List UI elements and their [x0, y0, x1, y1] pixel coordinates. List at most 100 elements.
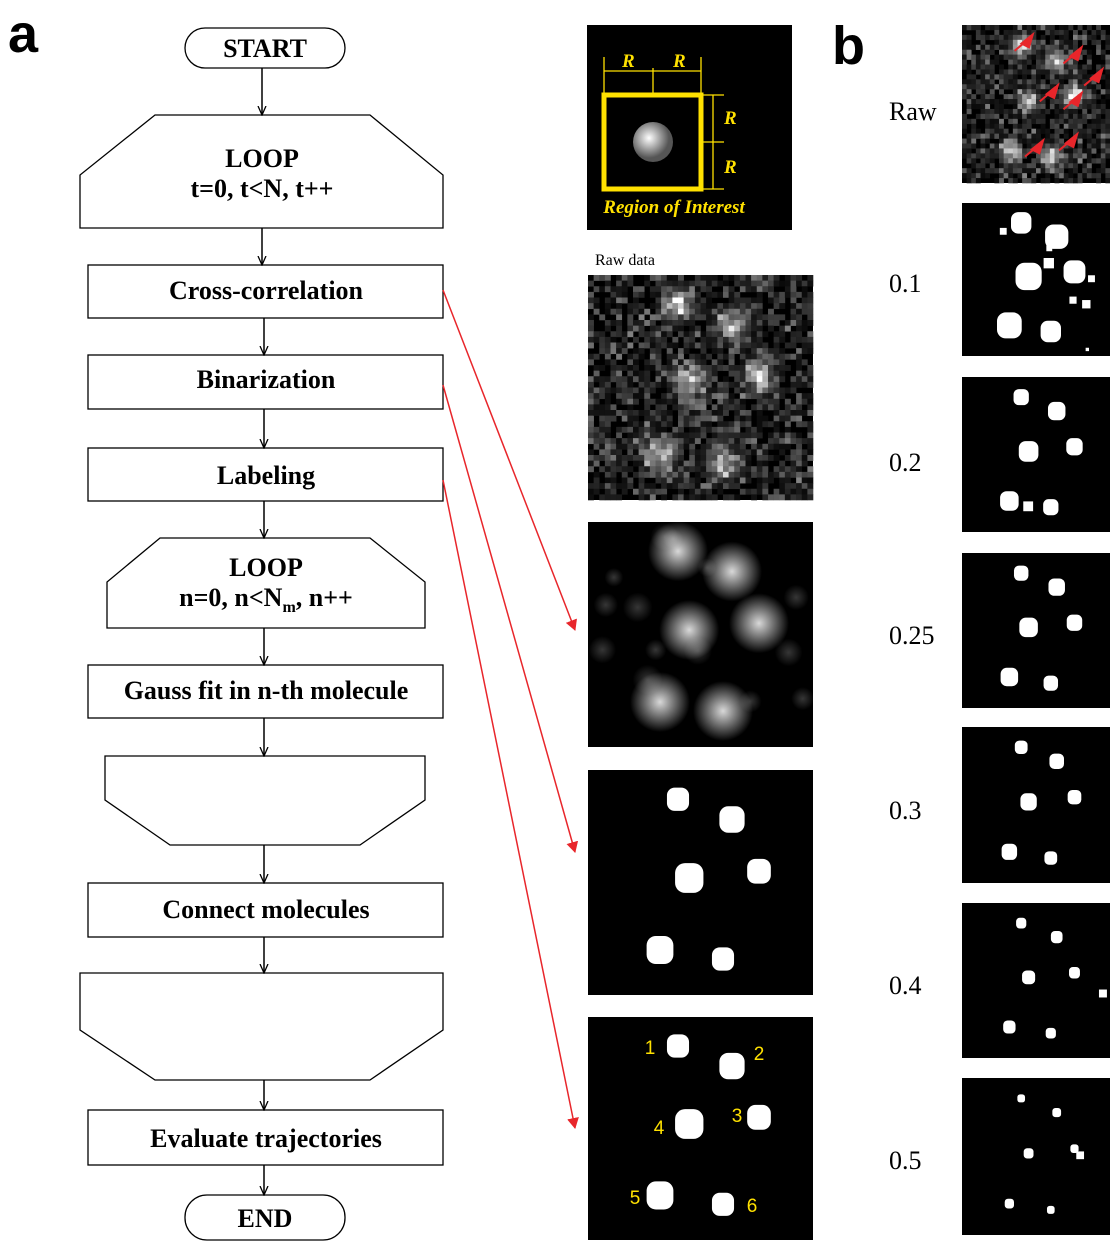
noise-pixel — [1022, 109, 1027, 114]
noise-pixel — [1092, 89, 1097, 94]
noise-pixel — [633, 326, 639, 332]
noise-pixel — [1073, 158, 1078, 163]
noise-pixel — [791, 416, 797, 422]
noise-pixel — [762, 314, 768, 320]
noise-pixel — [616, 320, 622, 326]
noise-pixel — [1036, 45, 1041, 50]
noise-pixel — [791, 281, 797, 287]
noise-pixel — [678, 331, 684, 337]
noise-pixel — [967, 84, 972, 89]
noise-pixel — [1105, 45, 1110, 50]
noise-pixel — [684, 371, 690, 377]
noise-pixel — [684, 382, 690, 388]
noise-pixel — [1013, 109, 1018, 114]
noise-pixel — [746, 416, 752, 422]
noise-pixel — [1073, 35, 1078, 40]
noise-pixel — [999, 173, 1004, 178]
noise-pixel — [802, 483, 808, 489]
blob — [1014, 389, 1029, 405]
noise-pixel — [650, 359, 656, 365]
blob — [1020, 793, 1036, 810]
noise-pixel — [1055, 40, 1060, 45]
noise-pixel — [779, 410, 785, 416]
noise-pixel — [774, 320, 780, 326]
image-background — [962, 1078, 1110, 1235]
noise-pixel — [774, 399, 780, 405]
noise-pixel — [622, 438, 628, 444]
noise-pixel — [723, 466, 729, 472]
noise-pixel — [667, 472, 673, 478]
noise-pixel — [967, 104, 972, 109]
noise-pixel — [971, 158, 976, 163]
noise-pixel — [667, 410, 673, 416]
noise-pixel — [1041, 109, 1046, 114]
noise-pixel — [751, 348, 757, 354]
noise-pixel — [729, 393, 735, 399]
noise-pixel — [1041, 104, 1046, 109]
noise-pixel — [985, 134, 990, 139]
noise-pixel — [1092, 173, 1097, 178]
noise-pixel — [1073, 40, 1078, 45]
noise-pixel — [1045, 60, 1050, 65]
noise-pixel — [1101, 109, 1106, 114]
noise-pixel — [1059, 94, 1064, 99]
noise-pixel — [661, 286, 667, 292]
noise-pixel — [971, 94, 976, 99]
noise-pixel — [1050, 25, 1055, 30]
noise-pixel — [644, 455, 650, 461]
noise-pixel — [1018, 35, 1023, 40]
subscript: m — [282, 599, 296, 616]
noise-pixel — [774, 365, 780, 371]
noise-pixel — [656, 309, 662, 315]
noise-pixel — [616, 461, 622, 467]
noise-pixel — [639, 371, 645, 377]
noise-pixel — [1082, 99, 1087, 104]
noise-pixel — [807, 348, 813, 354]
noise-pixel — [605, 320, 611, 326]
noise-pixel — [644, 421, 650, 427]
noise-pixel — [768, 438, 774, 444]
noise-pixel — [695, 331, 701, 337]
noise-pixel — [1105, 35, 1110, 40]
noise-pixel — [729, 466, 735, 472]
blob — [1016, 263, 1042, 290]
noise-pixel — [689, 354, 695, 360]
noise-pixel — [701, 466, 707, 472]
noise-pixel — [667, 376, 673, 382]
noise-pixel — [1096, 65, 1101, 70]
noise-pixel — [594, 483, 600, 489]
noise-pixel — [1036, 55, 1041, 60]
noise-pixel — [1064, 124, 1069, 129]
noise-pixel — [757, 309, 763, 315]
noise-pixel — [768, 421, 774, 427]
noise-pixel — [672, 388, 678, 394]
noise-pixel — [684, 494, 690, 500]
noise-pixel — [757, 331, 763, 337]
noise-pixel — [678, 326, 684, 332]
noise-pixel — [588, 292, 594, 298]
noise-pixel — [762, 399, 768, 405]
noise-pixel — [740, 343, 746, 349]
noise-pixel — [656, 337, 662, 343]
noise-pixel — [757, 275, 763, 281]
noise-pixel — [740, 478, 746, 484]
noise-pixel — [779, 359, 785, 365]
node-label: n=0, n<Nm, n++ — [179, 583, 353, 616]
noise-pixel — [689, 433, 695, 439]
noise-pixel — [599, 314, 605, 320]
noise-pixel — [779, 388, 785, 394]
noise-pixel — [712, 483, 718, 489]
noise-pixel — [639, 410, 645, 416]
noise-pixel — [723, 314, 729, 320]
noise-pixel — [1068, 94, 1073, 99]
noise-pixel — [994, 84, 999, 89]
noise-pixel — [1050, 74, 1055, 79]
noise-pixel — [701, 399, 707, 405]
noise-pixel — [967, 74, 972, 79]
noise-pixel — [1082, 109, 1087, 114]
noise-pixel — [667, 275, 673, 281]
noise-pixel — [791, 286, 797, 292]
noise-pixel — [594, 399, 600, 405]
noise-pixel — [981, 55, 986, 60]
noise-pixel — [774, 343, 780, 349]
